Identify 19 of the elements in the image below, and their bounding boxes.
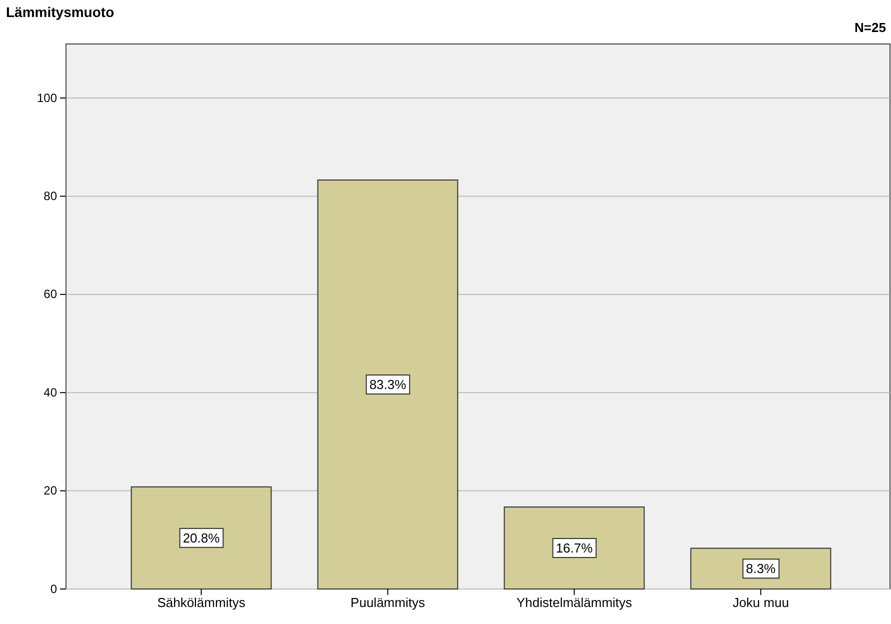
data-label: 83.3% (369, 377, 407, 392)
text: N=25 (854, 20, 886, 35)
x-tick-label: Sähkölämmitys (157, 595, 246, 610)
x-tick-label: Puulämmitys (350, 595, 426, 610)
x-tick-label: Joku muu (732, 595, 789, 610)
data-label: 8.3% (746, 561, 776, 576)
data-label: 16.7% (556, 540, 594, 556)
chart-title: Lämmitysmuoto (6, 4, 114, 20)
y-tick-label: 0 (50, 582, 58, 596)
y-tick-label: 60 (44, 287, 58, 302)
data-label: 20.8% (182, 530, 220, 546)
bar (504, 506, 645, 590)
y-tick-label: 40 (44, 385, 58, 400)
x-tick-label: Yhdistelmälämmitys (516, 595, 633, 610)
y-tick-label: 20 (44, 484, 58, 498)
bar (130, 486, 272, 590)
bar (317, 180, 458, 590)
y-tick-label: 80 (44, 189, 58, 204)
y-tick-label: 100 (36, 90, 58, 105)
